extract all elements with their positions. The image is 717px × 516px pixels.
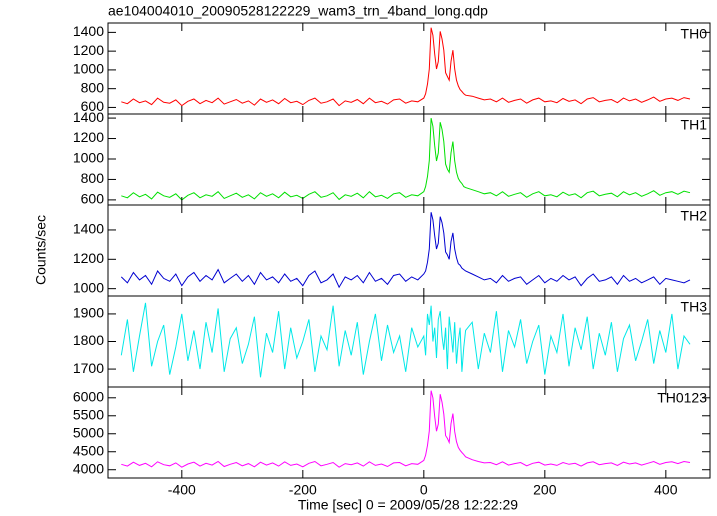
y-tick-label: 1200 bbox=[73, 129, 104, 145]
light-curve bbox=[120, 212, 691, 289]
panel-frame bbox=[107, 295, 711, 388]
panel-label: TH3 bbox=[681, 299, 708, 315]
panel-label: TH1 bbox=[681, 117, 708, 133]
panel-frame bbox=[107, 204, 711, 297]
y-tick-label: 1400 bbox=[73, 109, 104, 125]
y-tick-label: 4000 bbox=[73, 460, 104, 476]
y-tick-label: 6000 bbox=[73, 388, 104, 404]
panel-frame bbox=[107, 113, 711, 206]
y-tick-label: 5000 bbox=[73, 424, 104, 440]
y-tick-label: 5500 bbox=[73, 406, 104, 422]
y-tick-label: 1000 bbox=[73, 279, 104, 295]
y-tick-label: 800 bbox=[81, 170, 105, 186]
y-tick-label: 1700 bbox=[73, 360, 104, 376]
y-tick-label: 1000 bbox=[73, 61, 104, 77]
x-tick-label: 0 bbox=[420, 482, 428, 498]
y-tick-label: 1200 bbox=[73, 250, 104, 266]
x-tick-label: 400 bbox=[654, 482, 678, 498]
light-curve bbox=[121, 390, 691, 468]
x-tick-label: -400 bbox=[168, 482, 196, 498]
panel-label: TH2 bbox=[681, 208, 708, 224]
light-curve bbox=[120, 302, 691, 378]
y-tick-label: 600 bbox=[81, 98, 105, 114]
x-tick-label: 200 bbox=[533, 482, 557, 498]
light-curve bbox=[121, 117, 691, 201]
y-tick-label: 1900 bbox=[73, 305, 104, 321]
y-tick-label: 4500 bbox=[73, 442, 104, 458]
y-tick-label: 1200 bbox=[73, 42, 104, 58]
y-tick-label: 1800 bbox=[73, 332, 104, 348]
y-tick-label: 1400 bbox=[73, 221, 104, 237]
chart-title: ae104004010_20090528122229_wam3_trn_4ban… bbox=[108, 3, 488, 19]
y-tick-label: 800 bbox=[81, 79, 105, 95]
y-tick-label: 600 bbox=[81, 191, 105, 207]
x-axis-label: Time [sec] 0 = 2009/05/28 12:22:29 bbox=[298, 497, 518, 513]
y-tick-label: 1400 bbox=[73, 23, 104, 39]
y-axis-label: Counts/sec bbox=[33, 215, 49, 285]
panel-frame bbox=[107, 386, 711, 479]
light-curve bbox=[121, 27, 691, 107]
y-tick-label: 1000 bbox=[73, 150, 104, 166]
panel-label: TH0123 bbox=[657, 390, 707, 406]
panel-label: TH0 bbox=[681, 26, 708, 42]
x-tick-label: -200 bbox=[289, 482, 317, 498]
